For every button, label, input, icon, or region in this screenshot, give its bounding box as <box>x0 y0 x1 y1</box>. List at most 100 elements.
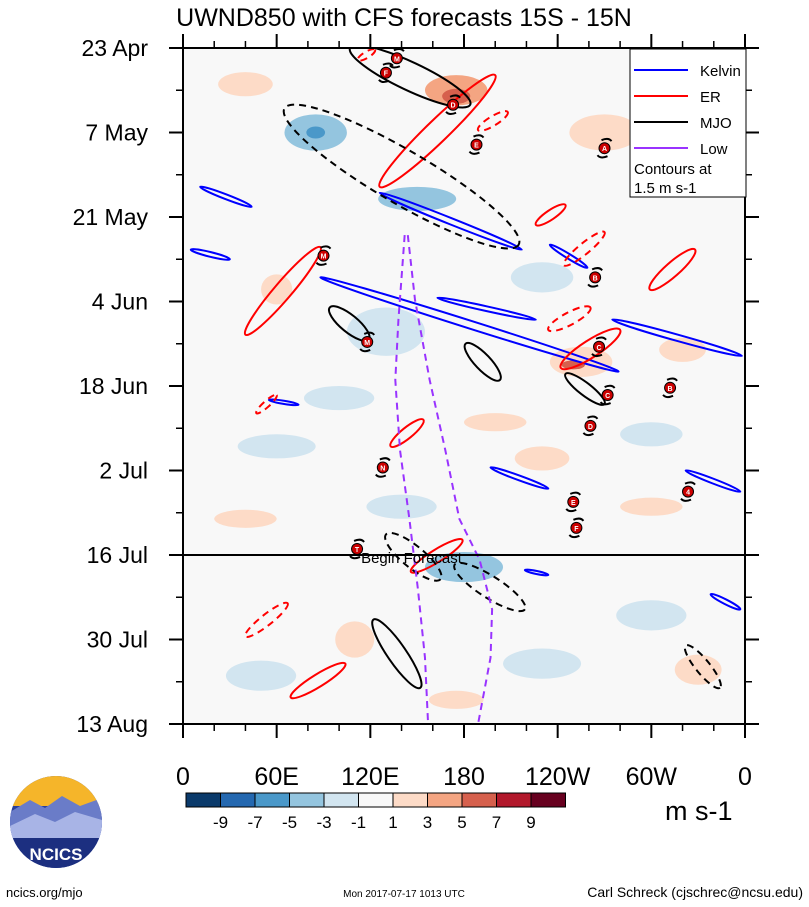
colorbar-swatch <box>392 792 428 808</box>
storm-label: D <box>588 424 593 431</box>
mjo-contour <box>371 618 423 690</box>
er-contour-negative <box>255 393 278 415</box>
storm-marker: M <box>315 245 332 266</box>
colorbar-swatch <box>185 792 221 808</box>
storm-label: M <box>364 340 370 347</box>
ncics-logo: NCICS <box>10 776 102 868</box>
storm-swirl-icon <box>378 62 394 84</box>
legend-label: Low <box>700 141 728 158</box>
low-contour-right <box>406 234 494 724</box>
footer-left: ncics.org/mjo <box>6 885 83 900</box>
storm-swirl-icon <box>568 517 585 539</box>
storm-label: B <box>593 275 598 282</box>
kelvin-contour <box>436 296 537 321</box>
x-tick-label: 120W <box>525 763 591 791</box>
storm-marker: D <box>582 415 599 437</box>
anomaly-blob <box>503 648 582 679</box>
er-contour-negative <box>244 601 289 639</box>
anomaly-blob <box>261 274 293 305</box>
anomaly-blob <box>366 494 437 519</box>
legend-label: Kelvin <box>700 63 741 80</box>
x-tick-label: 120E <box>341 763 399 791</box>
storm-swirl-icon <box>445 94 461 116</box>
y-tick-label: 21 May <box>73 204 149 230</box>
legend-note: Contours at <box>634 161 712 178</box>
storm-label: E <box>474 143 479 150</box>
kelvin-contour <box>709 592 742 611</box>
er-contour-negative <box>562 230 606 267</box>
legend-note: 1.5 m s-1 <box>634 180 697 197</box>
anomaly-blob <box>428 690 484 709</box>
colorbar-swatch <box>358 792 394 808</box>
storm-icon <box>593 340 606 353</box>
kelvin-contour <box>523 568 550 577</box>
x-tick-label: 180 <box>443 763 485 791</box>
storm-marker: 4 <box>680 481 696 502</box>
colorbar-label: -7 <box>247 813 262 832</box>
legend-label: ER <box>700 89 721 106</box>
storm-swirl-icon <box>587 267 603 288</box>
anomaly-blob <box>237 434 316 459</box>
storm-label: B <box>668 386 673 393</box>
colorbar-label: 7 <box>492 813 501 832</box>
mjo-contour-negative <box>384 531 443 582</box>
storm-icon <box>664 381 677 394</box>
storm-icon <box>589 271 602 284</box>
anomaly-blob <box>225 660 297 691</box>
colorbar-swatch <box>220 792 256 808</box>
storm-label: T <box>355 547 360 554</box>
kelvin-contour <box>267 398 300 407</box>
y-tick-label: 2 Jul <box>99 458 148 484</box>
mjo-contour-negative <box>282 103 521 250</box>
anomaly-blob <box>620 422 683 447</box>
storm-icon <box>317 249 330 262</box>
storm-icon <box>598 142 611 155</box>
storm-icon <box>361 335 374 348</box>
anomaly-blob <box>674 654 722 685</box>
anomaly-blob <box>306 126 326 139</box>
storm-icon <box>584 419 597 432</box>
storm-label: E <box>571 500 576 507</box>
storm-label: M <box>321 254 327 261</box>
axes: 0 60E 120E 180 120W 60W 0 23 Apr 7 May 21 May 4 Ju… <box>73 34 759 791</box>
storm-marker: T <box>349 538 365 560</box>
anomaly-blob <box>514 446 570 471</box>
colorbar-label: -1 <box>351 813 366 832</box>
colorbar-swatch <box>427 792 463 808</box>
storm-marker: N <box>375 457 391 478</box>
storm-icon <box>682 485 695 498</box>
storm-marker: C <box>591 336 607 358</box>
logo-text: NCICS <box>30 845 83 864</box>
storm-swirl-icon <box>582 415 599 437</box>
chart-title: UWND850 with CFS forecasts 15S - 15N <box>176 4 632 32</box>
storm-swirl-icon <box>596 137 613 159</box>
colorbar-swatch <box>289 792 325 808</box>
colorbar: -9 -7 -5 -3 -1 1 3 5 7 9 <box>185 792 566 832</box>
er-contour <box>648 247 697 292</box>
colorbar-swatch <box>496 792 532 808</box>
anomaly-blob <box>620 497 683 516</box>
x-tick-label: 0 <box>738 763 752 791</box>
storm-swirl-icon <box>375 457 391 478</box>
anomaly-blob <box>335 621 375 658</box>
legend-label: MJO <box>700 115 732 132</box>
storm-marker: B <box>662 377 678 399</box>
anomaly-blob <box>303 386 375 411</box>
anomaly-blob <box>616 600 687 631</box>
storm-swirl-icon <box>315 245 332 266</box>
anomaly-blob <box>464 413 527 432</box>
anomaly-blob <box>659 337 706 362</box>
anomaly-blob <box>569 114 640 151</box>
storm-marker: E <box>565 491 582 513</box>
storm-swirl-icon <box>359 331 376 353</box>
er-contour <box>409 538 464 574</box>
storm-icon <box>447 98 460 111</box>
colorbar-unit: m s-1 <box>665 796 733 826</box>
storm-swirl-icon <box>389 48 405 69</box>
x-tick-label: 0 <box>176 763 190 791</box>
storm-icon <box>567 495 580 508</box>
footer-center: Mon 2017-07-17 1013 UTC <box>343 889 465 900</box>
colorbar-swatch <box>461 792 497 808</box>
storm-label: M <box>394 56 400 63</box>
